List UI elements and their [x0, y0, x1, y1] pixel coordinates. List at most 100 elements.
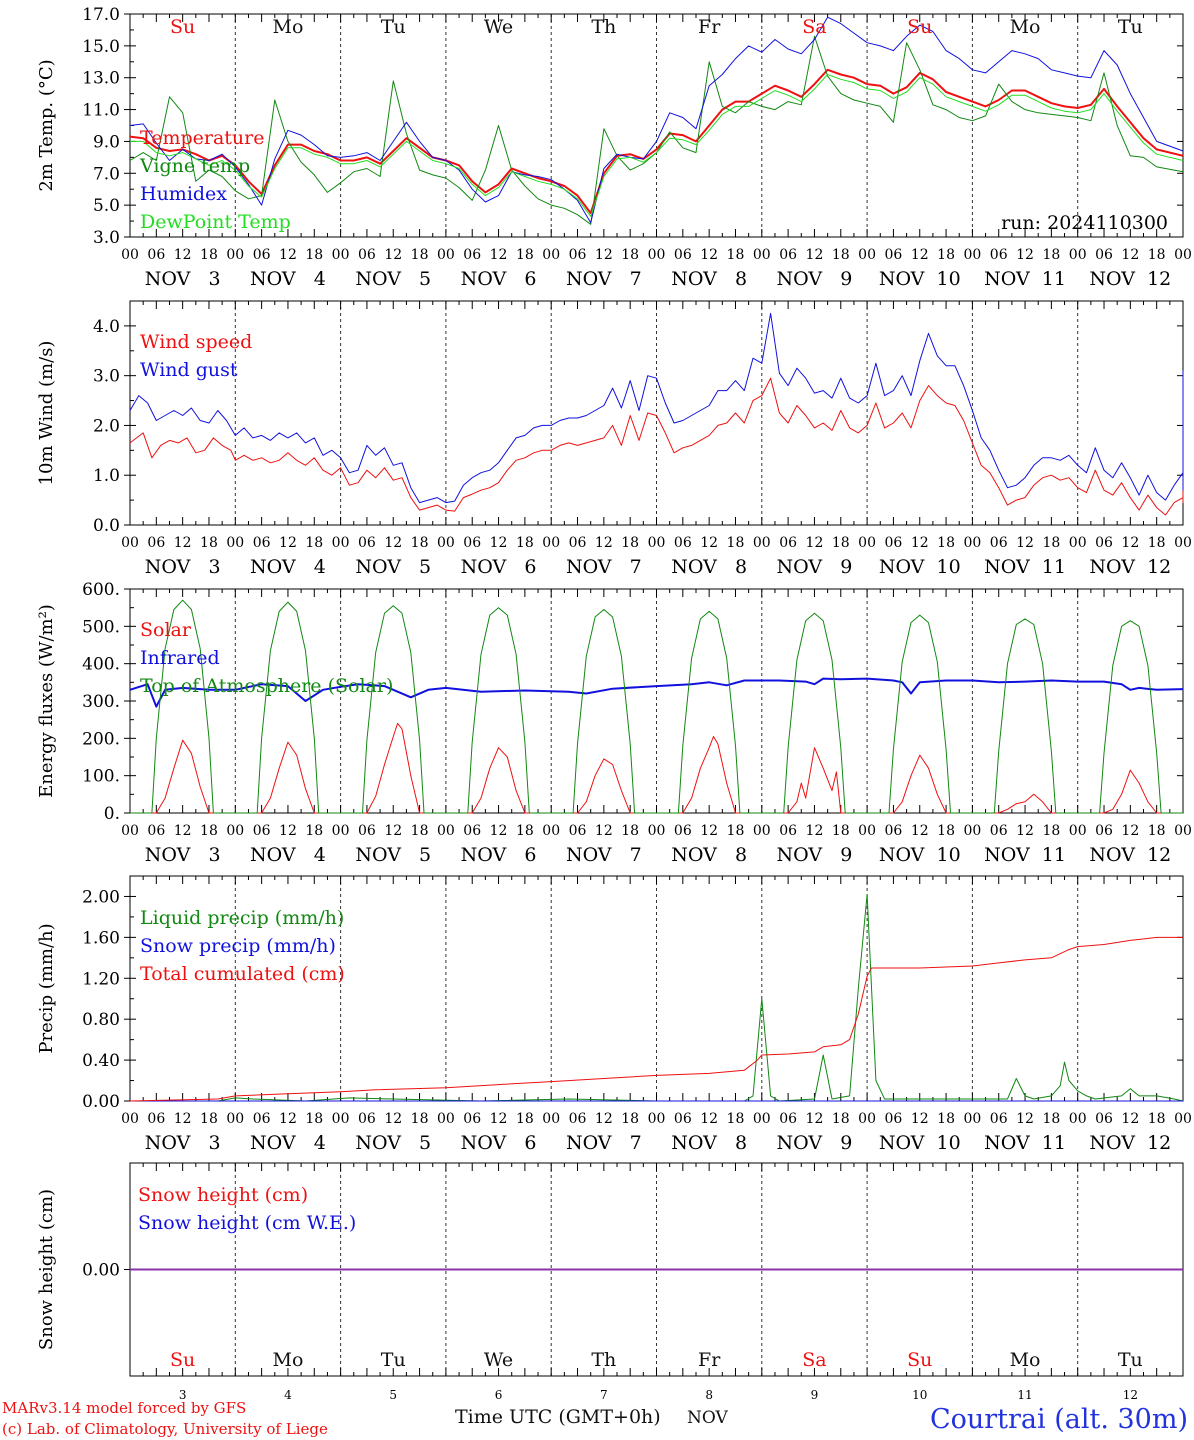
- hour-tick-label: 12: [911, 535, 929, 551]
- y-tick-label: 400.: [82, 655, 120, 675]
- date-label: NOV 11: [984, 556, 1066, 578]
- hour-tick-label: 06: [463, 823, 481, 839]
- hour-tick-label: 00: [121, 823, 139, 839]
- hour-tick-label: 00: [121, 247, 139, 263]
- hour-tick-label: 00: [1174, 823, 1192, 839]
- hour-tick-label: 18: [305, 1111, 323, 1127]
- hour-tick-label: 00: [437, 823, 455, 839]
- model-credit-line: MARv3.14 model forced by GFS: [2, 1399, 246, 1417]
- date-label: NOV 7: [566, 268, 642, 290]
- hour-tick-label: 06: [990, 247, 1008, 263]
- hour-tick-label: 18: [937, 247, 955, 263]
- date-label: NOV 8: [671, 556, 747, 578]
- hour-tick-label: 18: [1042, 247, 1060, 263]
- hour-tick-label: 00: [1069, 247, 1087, 263]
- day-name-label: Sa: [802, 16, 826, 38]
- legend-entry: Total cumulated (cm): [140, 963, 345, 985]
- y-tick-label: 300.: [82, 692, 120, 712]
- y-tick-label: 17.0: [82, 5, 120, 25]
- hour-tick-label: 18: [200, 535, 218, 551]
- date-label: NOV 9: [777, 268, 853, 290]
- date-label: NOV 7: [566, 844, 642, 866]
- legend-entry: Snow height (cm): [138, 1184, 308, 1206]
- hour-tick-label: 06: [674, 1111, 692, 1127]
- y-tick-label: 0.40: [82, 1051, 120, 1071]
- date-label: NOV 7: [566, 1132, 642, 1154]
- date-label: NOV 4: [250, 268, 326, 290]
- hour-tick-label: 12: [1121, 823, 1139, 839]
- hour-tick-label: 06: [147, 247, 165, 263]
- hour-tick-label: 12: [384, 823, 402, 839]
- y-tick-label: 7.0: [93, 164, 120, 184]
- date-label: NOV 6: [461, 1132, 537, 1154]
- hour-tick-label: 12: [279, 535, 297, 551]
- hour-tick-label: 00: [1174, 247, 1192, 263]
- date-label: NOV 12: [1089, 268, 1171, 290]
- hour-tick-label: 12: [1121, 1111, 1139, 1127]
- hour-tick-label: 06: [779, 535, 797, 551]
- date-label: NOV 6: [461, 556, 537, 578]
- hour-tick-label: 12: [1016, 535, 1034, 551]
- date-label: NOV 4: [250, 556, 326, 578]
- hour-tick-label: 18: [727, 1111, 745, 1127]
- day-date-label: 11: [1017, 1388, 1032, 1402]
- date-label: NOV 9: [777, 844, 853, 866]
- hour-tick-label: 18: [516, 823, 534, 839]
- hour-tick-label: 12: [911, 1111, 929, 1127]
- hour-tick-label: 06: [253, 247, 271, 263]
- series-line-top-of-atmosphere-solar-: [130, 599, 1183, 814]
- y-tick-label: 500.: [82, 617, 120, 637]
- hour-tick-label: 00: [1069, 535, 1087, 551]
- day-name-label: Mo: [1010, 1349, 1041, 1371]
- hour-tick-label: 00: [648, 1111, 666, 1127]
- hour-tick-label: 12: [700, 823, 718, 839]
- hour-tick-label: 06: [990, 1111, 1008, 1127]
- day-name-label: We: [484, 1349, 513, 1371]
- series-line-vigne-temp: [129, 35, 1184, 225]
- day-name-label: Sa: [802, 1349, 826, 1371]
- y-tick-label: 4.0: [93, 317, 120, 337]
- hour-tick-label: 18: [200, 1111, 218, 1127]
- series-line-total-cumulated-cm-: [129, 936, 1183, 1102]
- hour-tick-label: 00: [753, 823, 771, 839]
- hour-tick-label: 18: [305, 247, 323, 263]
- y-tick-label: 3.0: [93, 228, 120, 248]
- hour-tick-label: 06: [674, 823, 692, 839]
- date-label: NOV 5: [355, 268, 431, 290]
- date-label: NOV 3: [145, 844, 221, 866]
- day-name-label: Su: [170, 16, 195, 38]
- hour-tick-label: 18: [621, 535, 639, 551]
- precip-y-axis-label: Precip (mm/h): [36, 923, 57, 1053]
- hour-tick-label: 06: [358, 247, 376, 263]
- hour-tick-label: 06: [569, 823, 587, 839]
- station-title: Courtrai (alt. 30m): [930, 1404, 1188, 1435]
- date-label: NOV 10: [879, 556, 961, 578]
- month-label: NOV: [687, 1408, 729, 1428]
- energy-panel: 0. 100. 200. 300. 400. 500. 600. Energy fluxes …: [36, 580, 1192, 866]
- y-tick-label: 0.0: [93, 516, 120, 536]
- hour-tick-label: 00: [226, 823, 244, 839]
- series-line-liquid-precip-mm-h-: [130, 893, 1184, 1102]
- date-label: NOV 3: [145, 1132, 221, 1154]
- y-tick-label: 13.0: [82, 69, 120, 89]
- hour-tick-label: 12: [806, 535, 824, 551]
- hour-tick-label: 06: [885, 247, 903, 263]
- hour-tick-label: 12: [1016, 247, 1034, 263]
- hour-tick-label: 18: [832, 247, 850, 263]
- hour-tick-label: 18: [200, 247, 218, 263]
- hour-tick-label: 18: [516, 535, 534, 551]
- hour-tick-label: 00: [332, 535, 350, 551]
- date-label: NOV 5: [355, 1132, 431, 1154]
- y-tick-label: 0.00: [82, 1261, 120, 1281]
- hour-tick-label: 00: [753, 247, 771, 263]
- hour-tick-label: 12: [806, 1111, 824, 1127]
- hour-tick-label: 06: [253, 1111, 271, 1127]
- hour-tick-label: 00: [1174, 1111, 1192, 1127]
- hour-tick-label: 12: [174, 823, 192, 839]
- day-date-label: 6: [495, 1388, 503, 1402]
- hour-tick-label: 00: [858, 823, 876, 839]
- run-label: run: 2024110300: [1001, 212, 1168, 234]
- hour-tick-label: 06: [885, 823, 903, 839]
- hour-tick-label: 00: [858, 247, 876, 263]
